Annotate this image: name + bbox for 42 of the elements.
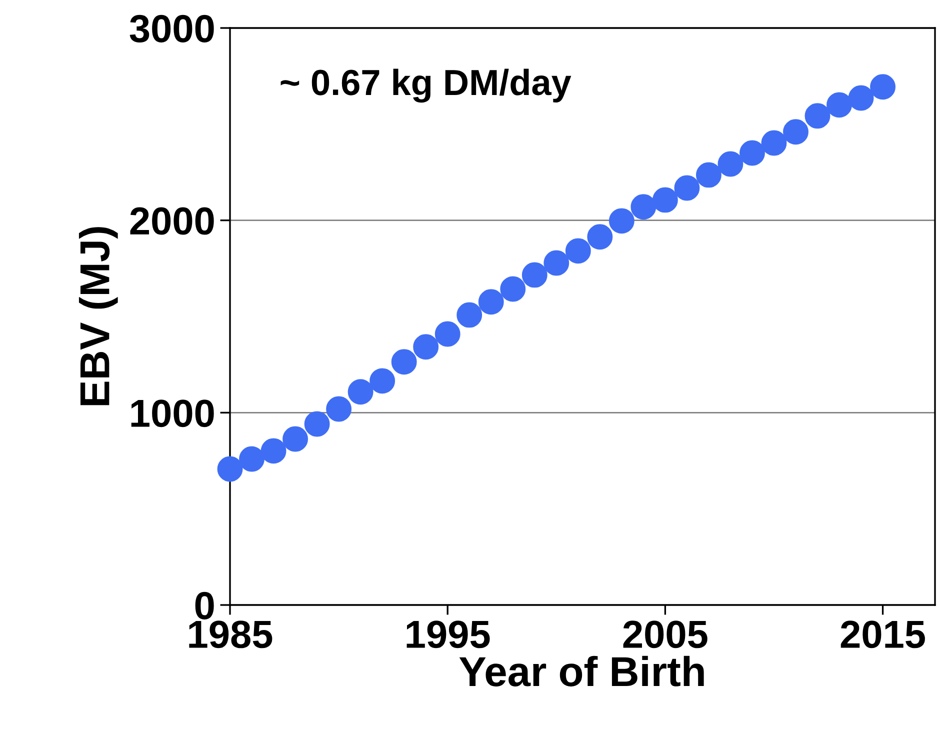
x-tick-label: 2015 xyxy=(840,620,925,648)
x-tick-label: 1985 xyxy=(189,620,272,648)
point xyxy=(826,92,852,118)
y-axis-title: EBV (MJ) xyxy=(78,227,118,406)
point xyxy=(217,456,243,482)
point xyxy=(608,208,634,234)
point xyxy=(304,411,330,437)
x-tick-label: 2005 xyxy=(623,620,708,648)
point xyxy=(522,262,548,288)
point xyxy=(260,438,286,464)
point xyxy=(282,426,308,452)
point xyxy=(348,379,374,405)
point xyxy=(870,74,896,100)
point xyxy=(718,151,744,177)
point xyxy=(696,162,722,188)
y-tick-label: 2000 xyxy=(130,207,214,235)
point xyxy=(326,396,352,422)
point xyxy=(456,302,482,328)
point xyxy=(434,321,460,347)
point xyxy=(783,119,808,145)
point xyxy=(500,276,526,302)
point xyxy=(630,194,656,220)
point xyxy=(674,175,700,201)
point xyxy=(239,446,264,472)
point xyxy=(652,187,678,213)
point xyxy=(478,289,504,315)
point xyxy=(740,140,765,166)
y-tick-label: 1000 xyxy=(131,400,214,428)
point xyxy=(565,238,591,264)
point xyxy=(413,334,439,360)
point xyxy=(370,368,396,394)
point xyxy=(804,103,830,129)
y-tick-label: 3000 xyxy=(130,14,214,43)
y-tick-label: 0 xyxy=(195,592,214,620)
point xyxy=(587,224,613,250)
point xyxy=(391,349,417,375)
x-tick-label: 1995 xyxy=(406,620,490,648)
point xyxy=(848,85,874,111)
x-axis-title: Year of Birth xyxy=(459,656,704,686)
annotation: ~ 0.67 kg DM/day xyxy=(280,68,572,103)
point xyxy=(761,130,787,156)
point xyxy=(544,250,570,276)
